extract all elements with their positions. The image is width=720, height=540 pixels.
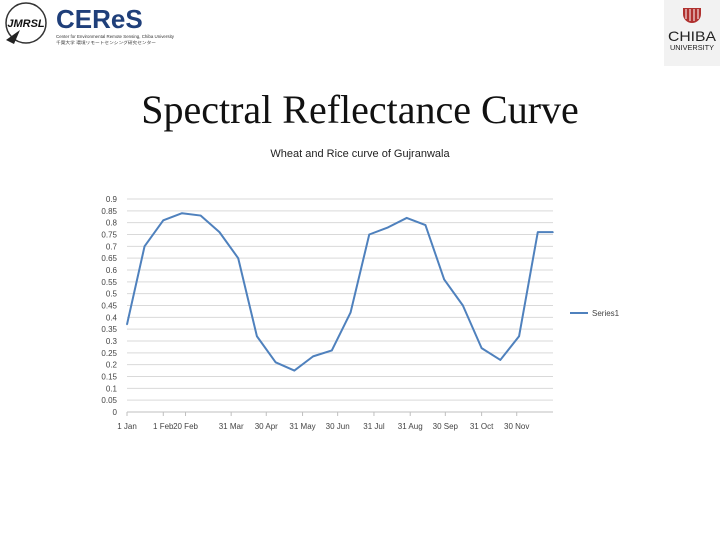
y-tick-label: 0.25 — [101, 349, 117, 358]
y-tick-label: 0.2 — [106, 361, 118, 370]
y-tick-label: 0 — [113, 408, 118, 417]
x-tick-label: 31 Aug — [398, 422, 423, 431]
ceres-logo-text: CEReS — [56, 4, 143, 34]
y-tick-label: 0.65 — [101, 254, 117, 263]
x-tick-label: 1 Feb — [153, 422, 174, 431]
data-point — [387, 226, 389, 229]
y-tick-label: 0.8 — [106, 219, 118, 228]
data-point — [126, 323, 128, 326]
data-point — [349, 311, 352, 314]
data-point — [499, 359, 502, 361]
data-point — [237, 257, 239, 259]
x-tick-label: 20 Feb — [173, 422, 198, 431]
chart-title: Wheat and Rice curve of Gujranwala — [270, 148, 450, 160]
data-point — [143, 245, 146, 248]
y-tick-label: 0.1 — [106, 384, 118, 393]
data-point — [443, 278, 445, 281]
data-point — [368, 233, 371, 236]
y-tick-label: 0.4 — [106, 313, 118, 322]
data-point — [293, 369, 296, 372]
data-point — [536, 231, 539, 233]
x-tick-label: 31 Mar — [219, 422, 244, 431]
data-point — [256, 335, 258, 338]
x-tick-label: 31 May — [289, 422, 315, 431]
y-tick-label: 0.9 — [106, 195, 118, 204]
data-point — [162, 219, 165, 222]
data-point — [199, 214, 202, 217]
y-tick-label: 0.6 — [106, 266, 118, 275]
data-point — [424, 224, 427, 226]
x-tick-label: 30 Nov — [504, 422, 529, 431]
ceres-logo: CEReS Center for Environmental Remote Se… — [56, 4, 175, 46]
y-tick-label: 0.55 — [101, 278, 117, 287]
y-tick-label: 0.5 — [106, 290, 118, 299]
slide-title: Spectral Reflectance Curve — [141, 87, 579, 132]
data-point — [274, 361, 277, 364]
jmrsl-logo-text: JMRSL — [7, 18, 45, 30]
y-tick-label: 0.85 — [101, 207, 117, 216]
y-tick-label: 0.35 — [101, 325, 117, 334]
legend: Series1 — [570, 309, 620, 318]
x-tick-label: 31 Jul — [363, 422, 385, 431]
x-tick-label: 1 Jan — [117, 422, 137, 431]
data-point — [218, 231, 221, 233]
data-point — [462, 304, 464, 307]
y-tick-label: 0.45 — [101, 302, 117, 311]
chiba-logo-line2: UNIVERSITY — [670, 45, 714, 52]
y-tick-label: 0.3 — [106, 337, 118, 346]
y-tick-label: 0.15 — [101, 373, 117, 382]
x-tick-label: 30 Jun — [326, 422, 350, 431]
x-axis-ticks: 1 Jan 1 Feb 20 Feb 31 Mar 30 Apr 31 May 30 Jun… — [117, 411, 553, 431]
chiba-logo-line1: CHIBA — [668, 28, 717, 44]
grid-layer — [127, 198, 553, 413]
data-point — [480, 347, 483, 349]
data-point — [312, 355, 314, 358]
data-point — [518, 335, 520, 338]
y-tick-label: 0.75 — [101, 231, 117, 240]
series-layer — [126, 212, 554, 372]
x-tick-label: 30 Apr — [255, 422, 278, 431]
y-tick-label: 0.7 — [106, 242, 118, 251]
legend-label: Series1 — [592, 309, 620, 318]
jmrsl-logo: JMRSL — [5, 2, 47, 44]
chiba-university-logo: CHIBA UNIVERSITY — [664, 0, 720, 66]
data-point — [331, 349, 333, 352]
series-line — [126, 212, 553, 372]
header-logos: JMRSL CEReS Center for Environmental Rem… — [5, 2, 175, 46]
ceres-subtitle-en: Center for Environmental Remote Sensing,… — [56, 34, 175, 39]
ceres-subtitle-jp: 千葉大学 環境リモートセンシング研究センター — [56, 39, 156, 46]
data-point — [552, 231, 554, 233]
data-point — [181, 212, 183, 214]
data-point — [405, 217, 408, 219]
x-tick-label: 31 Oct — [470, 422, 494, 431]
chiba-crest-icon — [683, 8, 701, 23]
y-axis-ticks: 0 0.05 0.1 0.15 0.2 0.25 0.3 0.35 0.4 0.45 0.5 0.55… — [101, 195, 117, 417]
y-tick-label: 0.05 — [101, 396, 117, 405]
x-tick-label: 30 Sep — [433, 422, 459, 431]
